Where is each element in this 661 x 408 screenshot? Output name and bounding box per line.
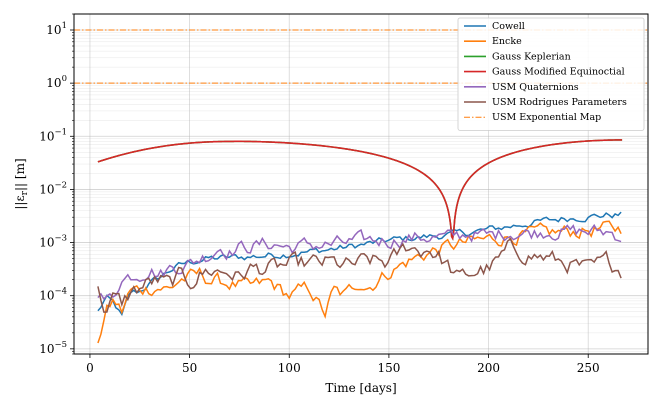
legend-label: USM Rodrigues Parameters — [492, 97, 627, 108]
legend-label: Gauss Keplerian — [492, 51, 571, 62]
axes-frame — [73, 13, 649, 355]
x-tick-label: 150 — [377, 361, 400, 375]
series-usm-quaternions-line — [97, 223, 622, 301]
y-tick-label: 101 — [46, 21, 67, 37]
y-tick-label: 10−1 — [39, 127, 67, 143]
legend-label: USM Exponential Map — [492, 112, 601, 123]
y-tick-label: 10−2 — [39, 180, 67, 196]
series-usm-rodrigues-parameters-line — [97, 237, 622, 313]
y-tick-label: 10−4 — [39, 287, 67, 303]
series-cowell-line — [97, 211, 622, 317]
x-tick-label: 100 — [278, 361, 301, 375]
legend-label: Gauss Modified Equinoctial — [492, 67, 625, 78]
ticks: 0 50 100 150 200 250 10−5 10−4 10−3 10−2 10−1 100 10… — [39, 13, 600, 375]
y-axis-label: ||εr|| [m] — [13, 158, 30, 209]
legend: Cowell Encke Gauss Keplerian Gauss Modified… — [457, 17, 645, 131]
x-axis-label: Time [days] — [325, 381, 396, 395]
legend-label: Cowell — [492, 21, 525, 32]
x-tick-label: 0 — [86, 361, 94, 375]
y-tick-label: 10−5 — [39, 340, 67, 356]
series-encke-line — [97, 220, 622, 344]
x-tick-label: 200 — [477, 361, 500, 375]
series-gauss-modified-equinoctial-line — [97, 139, 623, 241]
legend-label: USM Quaternions — [492, 82, 579, 93]
legend-box — [457, 17, 645, 131]
legend-label: Encke — [492, 36, 522, 47]
x-tick-label: 250 — [577, 361, 600, 375]
series-layer — [74, 29, 648, 344]
y-tick-label: 10−3 — [39, 234, 67, 250]
x-tick-label: 50 — [182, 361, 197, 375]
y-tick-label: 100 — [46, 74, 67, 90]
